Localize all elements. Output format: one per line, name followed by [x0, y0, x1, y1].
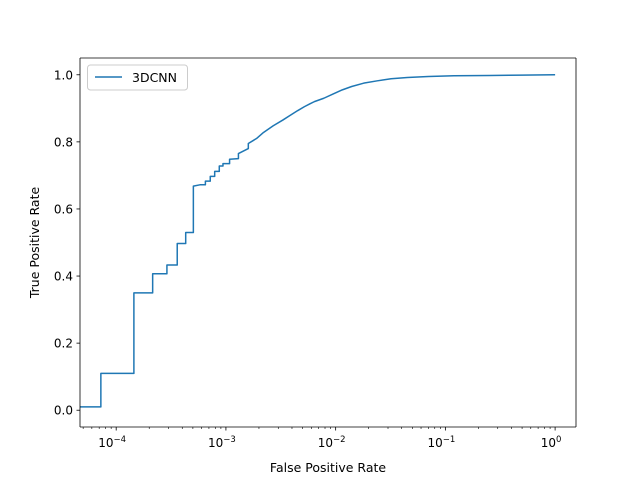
x-tick-label: 10−1	[427, 435, 455, 450]
y-tick-label: 0.8	[54, 135, 73, 149]
y-tick-label: 0.4	[54, 270, 73, 284]
y-ticks: 0.0 0.2 0.4 0.6 0.8 1.0	[54, 68, 80, 418]
x-tick-label: 10−3	[208, 435, 236, 450]
x-axis-label: False Positive Rate	[270, 460, 386, 475]
legend-label-3dcnn: 3DCNN	[132, 70, 177, 85]
y-tick-label: 0.6	[54, 202, 73, 216]
axes-frame	[79, 57, 577, 428]
legend: 3DCNN	[87, 64, 188, 91]
x-tick-label: 10−2	[318, 435, 346, 450]
x-tick-label: 100	[541, 435, 562, 450]
x-ticks: 10−4 10−3 10−2 10−1 100	[82, 427, 562, 450]
y-tick-label: 0.0	[54, 404, 73, 418]
series-line-3dcnn	[80, 74, 556, 408]
y-tick-label: 0.2	[54, 337, 73, 351]
x-tick-label: 10−4	[98, 435, 126, 450]
series-layer	[80, 74, 556, 408]
legend-box	[87, 64, 188, 91]
y-axis-label: True Positive Rate	[27, 187, 42, 300]
y-tick-label: 1.0	[54, 68, 73, 82]
